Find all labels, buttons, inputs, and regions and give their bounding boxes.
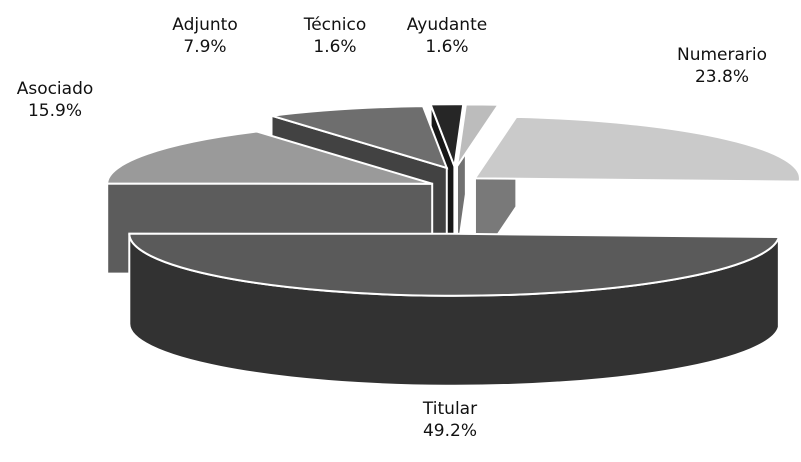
slice-face	[106, 130, 433, 185]
slice	[456, 103, 501, 257]
slice-value-label: 23.8%	[695, 67, 749, 87]
slice-face	[456, 103, 501, 167]
slice-face	[473, 115, 801, 183]
slice-value-label: 15.9%	[28, 101, 82, 121]
slice	[128, 232, 781, 387]
slice-label: Asociado	[17, 79, 94, 99]
slice-label: Numerario	[677, 45, 767, 65]
slice-value-label: 49.2%	[423, 421, 477, 441]
slice-face	[429, 103, 465, 171]
slice-value-label: 1.6%	[425, 37, 468, 57]
slice-label: Adjunto	[172, 15, 237, 35]
slice-face	[128, 232, 781, 297]
slice-value-label: 1.6%	[313, 37, 356, 57]
slice-label: Ayudante	[407, 15, 487, 35]
slice-face	[271, 105, 449, 170]
slice	[473, 113, 801, 272]
slice-value-label: 7.9%	[183, 37, 226, 57]
slice-label: Técnico	[303, 15, 367, 35]
slice-label: Titular	[422, 399, 477, 419]
